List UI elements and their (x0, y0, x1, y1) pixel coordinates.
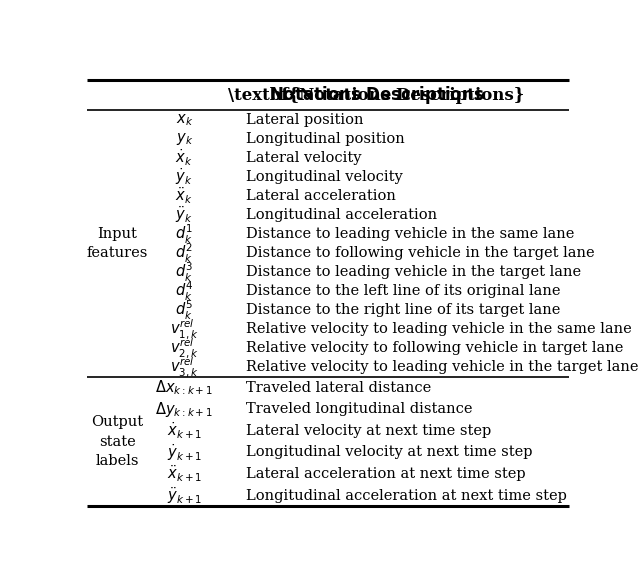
Text: $v_{2,k}^{rel}$: $v_{2,k}^{rel}$ (170, 336, 198, 360)
Text: $\ddot{y}_{k+1}$: $\ddot{y}_{k+1}$ (166, 485, 202, 506)
Text: $\Delta x_{k:k+1}$: $\Delta x_{k:k+1}$ (155, 378, 213, 397)
Text: Input
features: Input features (86, 227, 148, 260)
Text: $\ddot{x}_{k+1}$: $\ddot{x}_{k+1}$ (166, 464, 202, 484)
Text: Longitudinal position: Longitudinal position (246, 132, 405, 145)
Text: $x_k$: $x_k$ (175, 112, 193, 128)
Text: Distance to leading vehicle in the target lane: Distance to leading vehicle in the targe… (246, 265, 581, 279)
Text: Lateral acceleration at next time step: Lateral acceleration at next time step (246, 467, 526, 481)
Text: $d_k^3$: $d_k^3$ (175, 260, 193, 283)
Text: Lateral position: Lateral position (246, 113, 364, 126)
Text: $\ddot{x}_k$: $\ddot{x}_k$ (175, 186, 193, 206)
Text: Relative velocity to leading vehicle in the same lane: Relative velocity to leading vehicle in … (246, 322, 632, 336)
Text: Distance to following vehicle in the target lane: Distance to following vehicle in the tar… (246, 246, 595, 260)
Text: $d_k^5$: $d_k^5$ (175, 298, 193, 322)
Text: $v_{3,k}^{rel}$: $v_{3,k}^{rel}$ (170, 355, 198, 380)
Text: $\mathbf{Notations\ Descriptions}$: $\mathbf{Notations\ Descriptions}$ (269, 84, 484, 106)
Text: $\dot{y}_k$: $\dot{y}_k$ (175, 166, 193, 187)
Text: $y_k$: $y_k$ (175, 131, 193, 147)
Text: $\dot{x}_k$: $\dot{x}_k$ (175, 148, 193, 168)
Text: Longitudinal velocity at next time step: Longitudinal velocity at next time step (246, 446, 532, 459)
Text: Longitudinal velocity: Longitudinal velocity (246, 170, 403, 184)
Text: Traveled lateral distance: Traveled lateral distance (246, 381, 431, 394)
Text: $d_k^4$: $d_k^4$ (175, 279, 193, 303)
Text: Traveled longitudinal distance: Traveled longitudinal distance (246, 402, 473, 416)
Text: \textbf{Notations Descriptions}: \textbf{Notations Descriptions} (228, 87, 525, 104)
Text: Lateral acceleration: Lateral acceleration (246, 189, 396, 203)
Text: $d_k^1$: $d_k^1$ (175, 223, 193, 246)
Text: Distance to the right line of its target lane: Distance to the right line of its target… (246, 303, 561, 317)
Text: Longitudinal acceleration at next time step: Longitudinal acceleration at next time s… (246, 489, 567, 503)
Text: Lateral velocity: Lateral velocity (246, 151, 362, 165)
Text: $v_{1,k}^{rel}$: $v_{1,k}^{rel}$ (170, 317, 198, 341)
Text: $\Delta y_{k:k+1}$: $\Delta y_{k:k+1}$ (155, 400, 213, 419)
Text: $\ddot{y}_k$: $\ddot{y}_k$ (175, 205, 193, 225)
Text: Longitudinal acceleration: Longitudinal acceleration (246, 208, 437, 222)
Text: Relative velocity to following vehicle in target lane: Relative velocity to following vehicle i… (246, 342, 623, 355)
Text: $d_k^2$: $d_k^2$ (175, 242, 193, 264)
Text: Output
state
labels: Output state labels (91, 415, 143, 468)
Text: $\dot{y}_{k+1}$: $\dot{y}_{k+1}$ (166, 442, 202, 463)
Text: Distance to the left line of its original lane: Distance to the left line of its origina… (246, 284, 561, 298)
Text: Distance to leading vehicle in the same lane: Distance to leading vehicle in the same … (246, 227, 575, 241)
Text: Relative velocity to leading vehicle in the target lane: Relative velocity to leading vehicle in … (246, 361, 639, 374)
Text: Lateral velocity at next time step: Lateral velocity at next time step (246, 424, 492, 438)
Text: $\dot{x}_{k+1}$: $\dot{x}_{k+1}$ (166, 420, 202, 441)
